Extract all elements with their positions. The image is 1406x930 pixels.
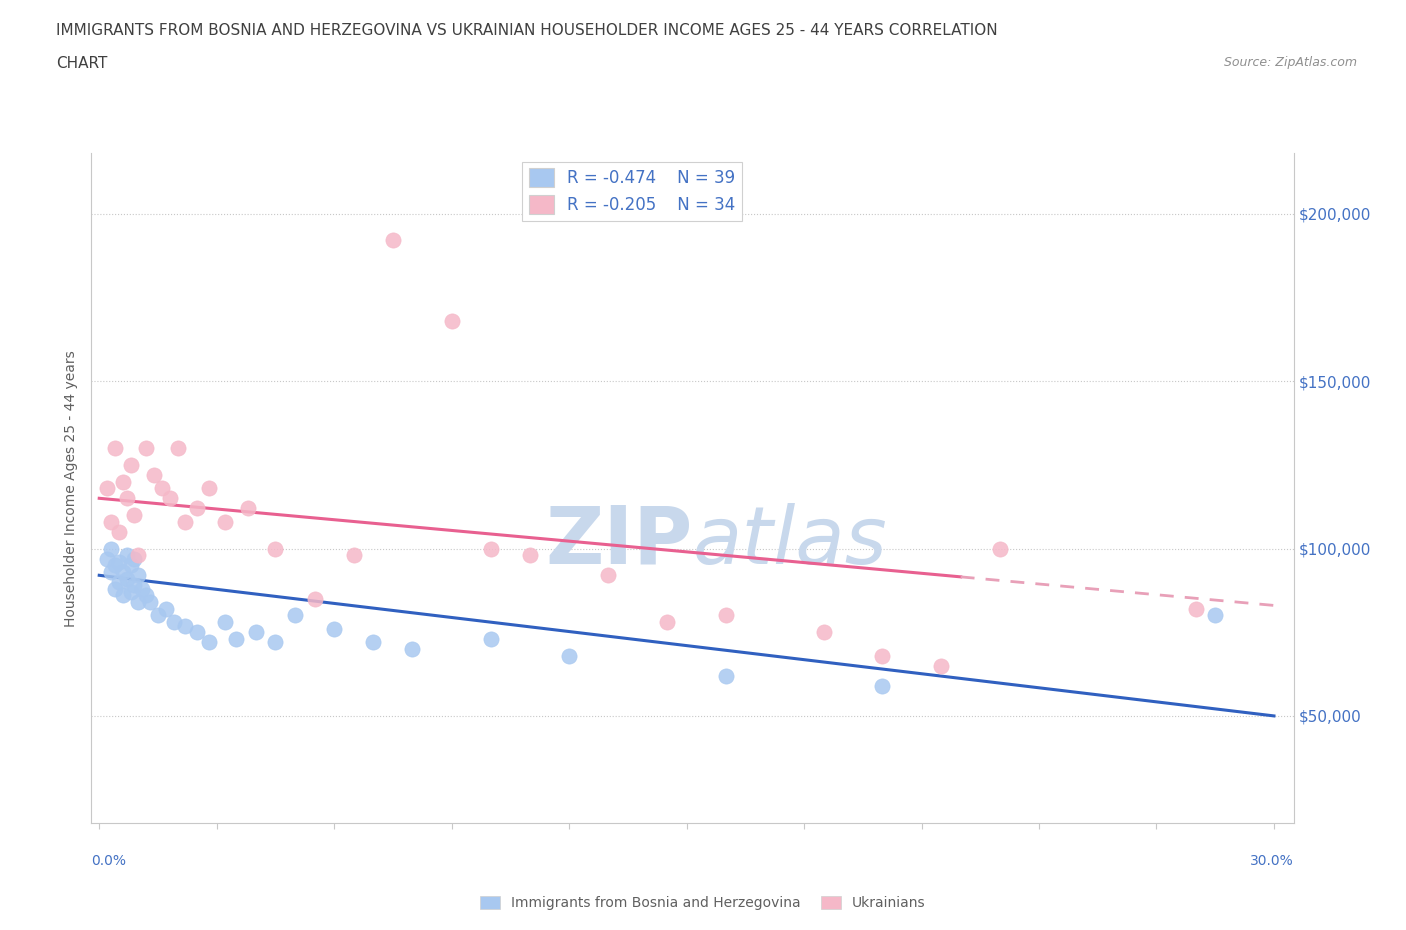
Point (100, 541, 122, 556)
Point (100, 514, 122, 529)
Point (872, 648, 894, 663)
Point (872, 678, 894, 693)
Point (598, 568, 620, 583)
Legend: Immigrants from Bosnia and Herzegovina, Ukrainians: Immigrants from Bosnia and Herzegovina, … (475, 891, 931, 916)
Point (323, 621, 346, 636)
Point (198, 635, 221, 650)
Point (1204, 608, 1226, 623)
Point (166, 441, 188, 456)
Point (107, 554, 129, 569)
Point (381, 233, 404, 248)
Point (96, 481, 118, 496)
Point (111, 474, 134, 489)
Point (107, 525, 129, 539)
Point (186, 625, 208, 640)
Point (198, 481, 221, 496)
Y-axis label: Householder Income Ages 25 - 44 years: Householder Income Ages 25 - 44 years (65, 350, 79, 627)
Point (1184, 602, 1206, 617)
Point (159, 491, 181, 506)
Point (479, 631, 502, 646)
Text: Source: ZipAtlas.com: Source: ZipAtlas.com (1223, 56, 1357, 69)
Text: IMMIGRANTS FROM BOSNIA AND HERZEGOVINA VS UKRAINIAN HOUSEHOLDER INCOME AGES 25 -: IMMIGRANTS FROM BOSNIA AND HERZEGOVINA V… (56, 23, 998, 38)
Point (479, 541, 502, 556)
Point (519, 548, 541, 563)
Point (120, 585, 142, 600)
Point (135, 441, 157, 456)
Point (162, 615, 184, 630)
Point (363, 635, 385, 650)
Point (104, 558, 127, 573)
Point (150, 481, 173, 496)
Point (127, 548, 149, 563)
Point (127, 594, 149, 609)
Point (146, 608, 169, 623)
Point (264, 541, 287, 556)
Point (214, 514, 236, 529)
Point (124, 551, 146, 566)
Point (714, 608, 737, 623)
Point (174, 514, 197, 529)
Point (120, 558, 142, 573)
Point (124, 578, 146, 592)
Text: ZIP: ZIP (546, 503, 692, 581)
Point (714, 669, 737, 684)
Point (988, 541, 1011, 556)
Point (284, 608, 307, 623)
Point (655, 615, 678, 630)
Point (186, 501, 208, 516)
Point (401, 642, 423, 657)
Point (245, 625, 267, 640)
Point (124, 508, 146, 523)
Legend: R = -0.474    N = 39, R = -0.205    N = 34: R = -0.474 N = 39, R = -0.205 N = 34 (523, 162, 742, 220)
Text: atlas: atlas (692, 503, 887, 581)
Point (104, 441, 127, 456)
Point (115, 571, 138, 586)
Point (155, 602, 177, 617)
Point (264, 635, 287, 650)
Text: 30.0%: 30.0% (1250, 854, 1294, 868)
Point (115, 548, 138, 563)
Point (343, 548, 366, 563)
Point (96, 551, 118, 566)
Point (100, 565, 122, 579)
Point (174, 618, 197, 633)
Text: CHART: CHART (56, 56, 108, 71)
Point (107, 575, 129, 590)
Point (120, 458, 142, 472)
Point (440, 313, 463, 328)
Point (139, 594, 162, 609)
Point (111, 588, 134, 603)
Point (104, 581, 127, 596)
Point (143, 468, 166, 483)
Point (115, 491, 138, 506)
Point (131, 581, 153, 596)
Point (127, 568, 149, 583)
Text: 0.0%: 0.0% (91, 854, 127, 868)
Point (813, 625, 835, 640)
Point (558, 648, 581, 663)
Point (304, 591, 326, 606)
Point (214, 615, 236, 630)
Point (111, 565, 134, 579)
Point (135, 588, 157, 603)
Point (225, 631, 247, 646)
Point (929, 658, 952, 673)
Point (236, 501, 259, 516)
